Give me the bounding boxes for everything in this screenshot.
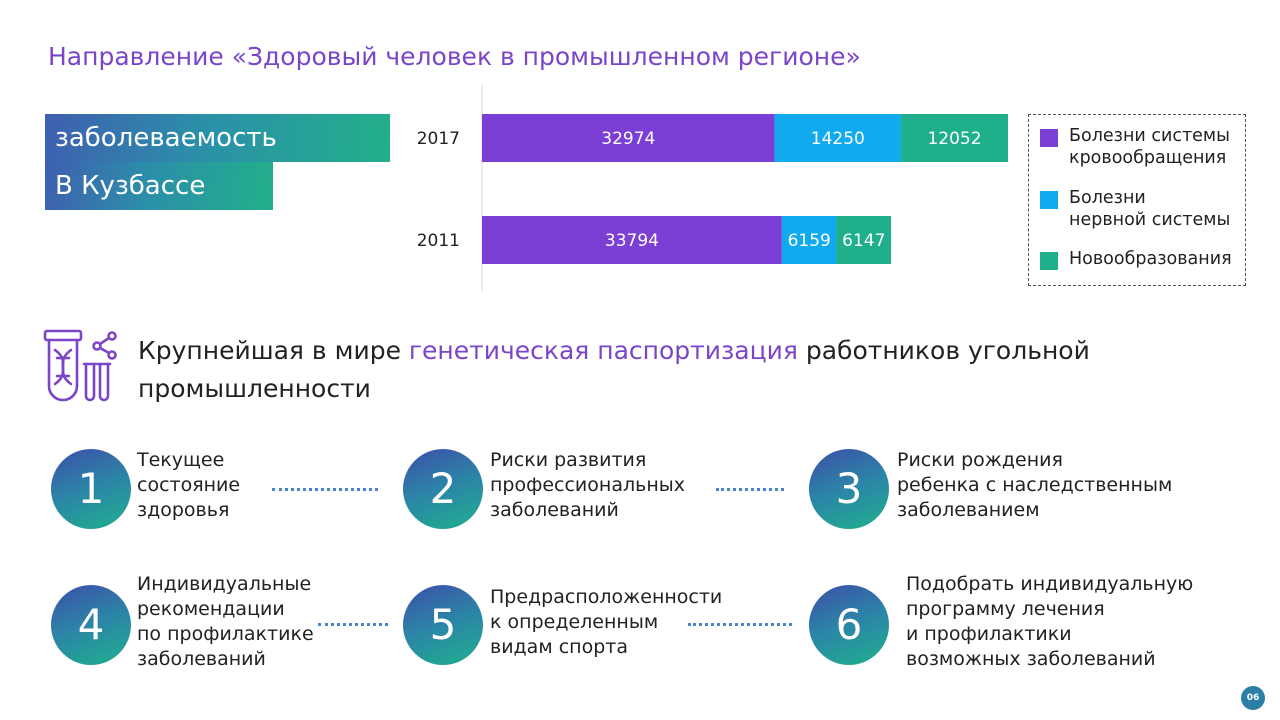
step-5-text: Предрасположенности к определенным видам… <box>490 586 723 658</box>
legend-item-circulatory: Болезни системы кровообращения <box>1040 125 1249 169</box>
connector-dots-4 <box>688 623 792 626</box>
legend-label-neoplasms: Новообразования <box>1069 249 1232 269</box>
legend-label-nervous: Болезни нервной системы <box>1069 188 1231 230</box>
data-label-2017-series-1: 32974 <box>601 129 655 149</box>
dna-test-tube-icon <box>43 329 117 402</box>
legend-item-nervous: Болезни нервной системы <box>1040 187 1249 231</box>
step-1-circle: 1 <box>51 449 131 529</box>
data-label-2011-series-3: 6147 <box>842 231 885 251</box>
bar-2017-series-3 <box>901 114 1008 162</box>
bar-2011-series-1 <box>482 216 782 264</box>
step-5-circle: 5 <box>403 585 483 665</box>
legend-swatch-neoplasms <box>1040 252 1058 270</box>
category-label-2017: 2017 <box>417 129 460 149</box>
step-4-text: Индивидуальные рекомендации по профилакт… <box>137 573 314 670</box>
data-label-2011-series-2: 6159 <box>788 231 831 251</box>
connector-dots-2 <box>716 488 784 491</box>
category-label-2011: 2011 <box>417 231 460 251</box>
step-4-circle: 4 <box>51 585 131 665</box>
data-label-2017-series-3: 12052 <box>927 129 981 149</box>
connector-dots-3 <box>318 623 388 626</box>
step-1-text: Текущее состояние здоровья <box>137 449 241 521</box>
legend-item-neoplasms: Новообразования <box>1040 248 1249 270</box>
connector-dots-1 <box>272 488 378 491</box>
legend-swatch-nervous <box>1040 191 1058 209</box>
chart-legend: Болезни системы кровообращения Болезни н… <box>1028 114 1246 286</box>
headline-part-2: работников угольной промышленности <box>138 336 1090 403</box>
legend-swatch-circulatory <box>1040 129 1058 147</box>
step-2-circle: 2 <box>403 449 483 529</box>
headline: Крупнейшая в мире генетическая паспортиз… <box>138 332 1138 408</box>
headline-part-1: Крупнейшая в мире <box>138 336 409 365</box>
legend-label-circulatory: Болезни системы кровообращения <box>1069 126 1230 168</box>
headline-accent: генетическая паспортизация <box>408 336 798 365</box>
step-3-circle: 3 <box>809 449 889 529</box>
bar-2017-series-2 <box>774 114 902 162</box>
step-6-text: Подобрать индивидуальную программу лечен… <box>906 573 1194 670</box>
stacked-bar-chart: 2017 32974 14250 12052 2011 33794 6159 6147 <box>417 85 1008 291</box>
bar-2011-series-3 <box>836 216 892 264</box>
step-6-circle: 6 <box>809 585 889 665</box>
tag-line-2: В Кузбассе <box>45 162 273 210</box>
step-3-text: Риски рождения ребенка с наследственным … <box>897 449 1173 521</box>
data-label-2017-series-2: 14250 <box>811 129 865 149</box>
step-2-text: Риски развития профессиональных заболева… <box>490 449 685 521</box>
page-number-badge: 06 <box>1241 686 1265 710</box>
bar-2017-series-1 <box>482 114 775 162</box>
page-title: Направление «Здоровый человек в промышле… <box>48 42 861 71</box>
data-label-2011-series-1: 33794 <box>605 231 659 251</box>
tag-line-1: заболеваемость <box>45 114 390 162</box>
bar-2011-series-2 <box>781 216 837 264</box>
